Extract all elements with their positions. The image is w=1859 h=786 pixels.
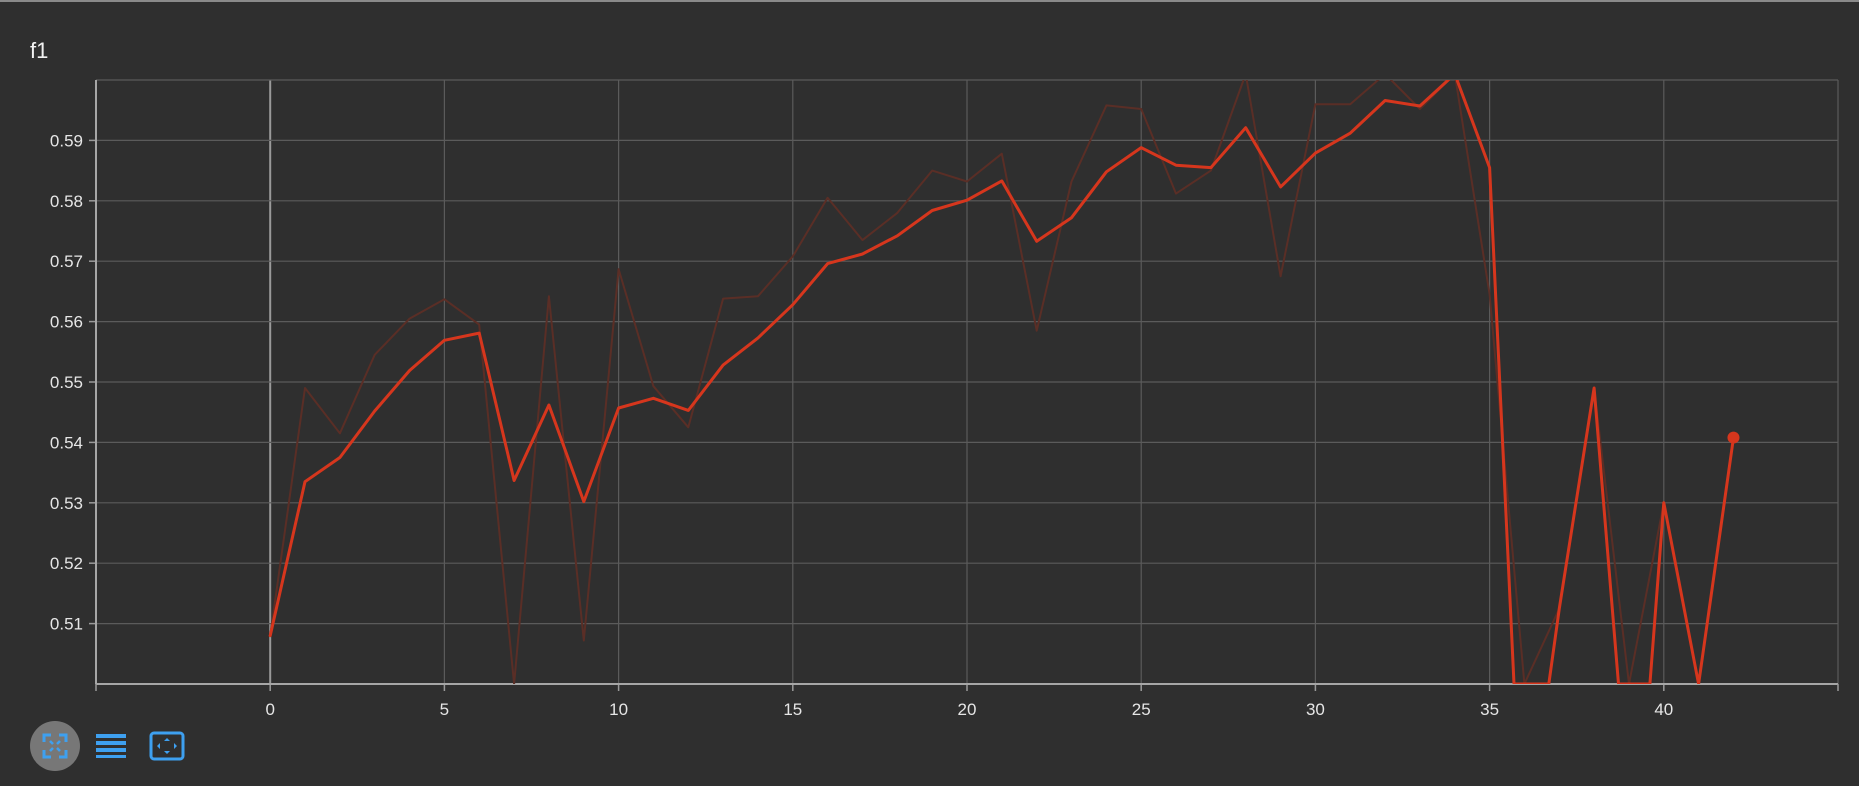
x-tick-label: 5	[440, 700, 449, 719]
fit-domain-button[interactable]	[30, 721, 80, 771]
toggle-expand-button[interactable]	[142, 721, 192, 771]
series-lines	[268, 80, 1735, 684]
y-tick-label: 0.54	[50, 433, 83, 452]
x-tick-label: 15	[783, 700, 802, 719]
x-tick-label: 25	[1132, 700, 1151, 719]
tick-labels: 0 5 10 15 20 25 30 35 40 0.51 0.52 0.53 0.54 0.55 0.56…	[50, 131, 1673, 719]
x-tick-label: 0	[265, 700, 274, 719]
grid-lines	[96, 79, 1839, 684]
toggle-log-scale-icon	[96, 734, 126, 758]
last-point-marker	[1727, 431, 1740, 444]
raw-series-line	[269, 80, 1735, 684]
x-tick-label: 30	[1306, 700, 1325, 719]
series-markers	[1727, 431, 1740, 444]
toggle-log-scale-button[interactable]	[86, 721, 136, 771]
x-tick-label: 35	[1480, 700, 1499, 719]
chart-title: f1	[30, 38, 49, 63]
y-tick-label: 0.59	[50, 131, 83, 150]
y-tick-label: 0.57	[50, 252, 83, 271]
y-tick-label: 0.55	[50, 373, 83, 392]
y-tick-label: 0.58	[50, 192, 83, 211]
x-tick-label: 40	[1654, 700, 1673, 719]
fit-domain-icon	[42, 733, 68, 759]
axes	[89, 80, 1839, 691]
y-tick-label: 0.53	[50, 494, 83, 513]
y-tick-label: 0.56	[50, 313, 83, 332]
smoothed-series-line	[268, 80, 1735, 684]
y-tick-label: 0.51	[50, 615, 83, 634]
x-tick-label: 20	[958, 700, 977, 719]
y-tick-label: 0.52	[50, 554, 83, 573]
x-tick-label: 10	[609, 700, 628, 719]
toggle-expand-icon	[149, 731, 185, 761]
chart-toolbar	[30, 720, 192, 772]
